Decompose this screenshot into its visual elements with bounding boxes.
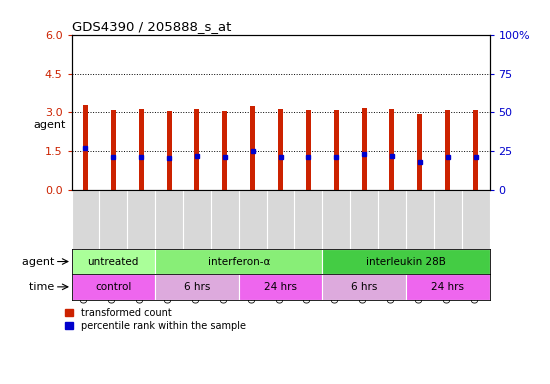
Text: 24 hrs: 24 hrs	[431, 282, 464, 292]
Text: 6 hrs: 6 hrs	[351, 282, 377, 292]
Text: time: time	[29, 282, 58, 292]
Bar	[417, 114, 422, 190]
Bar	[322, 274, 406, 300]
Bar	[473, 110, 478, 190]
Bar	[278, 109, 283, 190]
Text: control: control	[95, 282, 131, 292]
Bar	[83, 105, 88, 190]
Bar	[72, 249, 155, 274]
Bar	[334, 110, 339, 190]
Bar	[239, 274, 322, 300]
Bar	[306, 110, 311, 190]
Text: 6 hrs: 6 hrs	[184, 282, 210, 292]
Bar	[111, 110, 116, 190]
Text: agent: agent	[34, 120, 66, 131]
Text: GDS4390 / 205888_s_at: GDS4390 / 205888_s_at	[72, 20, 231, 33]
Bar	[222, 111, 227, 190]
Bar	[322, 249, 490, 274]
Bar	[250, 106, 255, 190]
Bar	[167, 111, 172, 190]
Bar	[361, 108, 367, 190]
Bar	[155, 249, 322, 274]
Text: 24 hrs: 24 hrs	[264, 282, 297, 292]
Text: agent: agent	[21, 257, 58, 266]
Text: interleukin 28B: interleukin 28B	[366, 257, 446, 266]
Bar	[139, 109, 144, 190]
Bar	[155, 274, 239, 300]
Text: untreated: untreated	[87, 257, 139, 266]
Text: interferon-α: interferon-α	[207, 257, 270, 266]
Bar	[72, 274, 155, 300]
Bar	[445, 110, 450, 190]
Bar	[194, 109, 200, 190]
Bar	[406, 274, 490, 300]
Legend: transformed count, percentile rank within the sample: transformed count, percentile rank withi…	[65, 308, 246, 331]
Bar	[389, 109, 394, 190]
